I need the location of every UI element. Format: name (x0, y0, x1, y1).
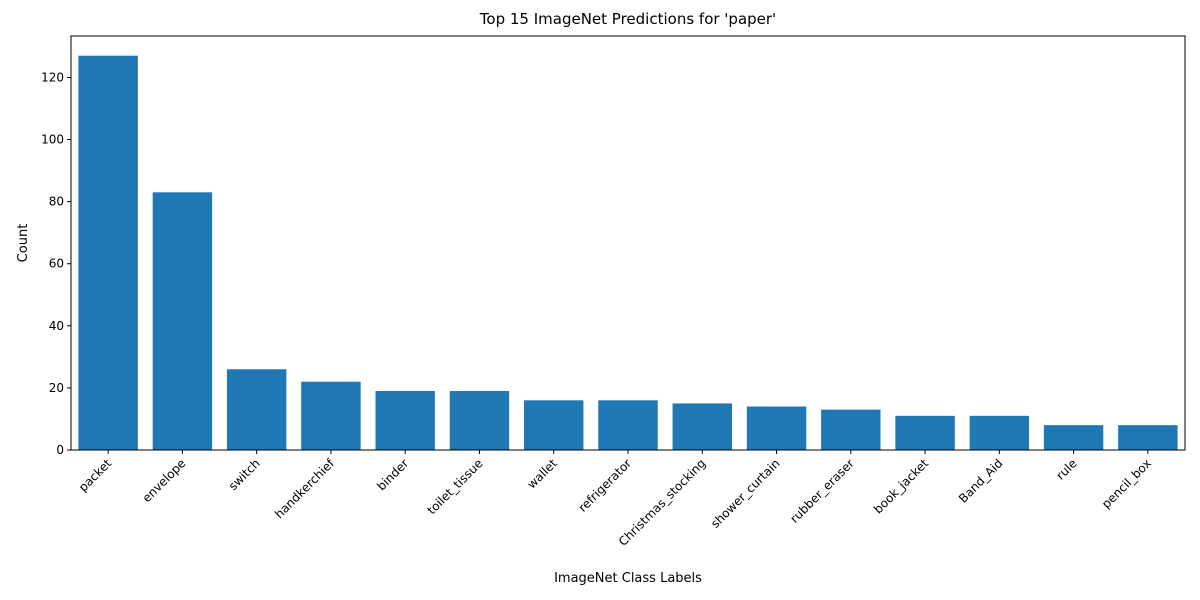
bar (1043, 425, 1104, 450)
y-tick-label: 40 (49, 319, 64, 333)
bar (226, 369, 287, 450)
y-tick-label: 0 (56, 443, 64, 457)
bar (152, 192, 213, 451)
chart-title: Top 15 ImageNet Predictions for 'paper' (479, 10, 776, 28)
bar (895, 415, 955, 450)
bar (1118, 425, 1178, 450)
bar (449, 391, 510, 450)
bar (746, 406, 807, 450)
bar (301, 381, 361, 450)
bar (375, 391, 435, 450)
bars (78, 55, 1178, 451)
plot-frame (70, 35, 1186, 451)
y-tick-label: 20 (49, 381, 64, 395)
bar (969, 415, 1030, 450)
bar (78, 55, 138, 450)
bar (524, 400, 584, 450)
bar (672, 403, 732, 450)
y-tick-label: 80 (49, 195, 64, 209)
y-axis-ticks: 0 20 40 60 80 100 120 (41, 70, 71, 457)
bar (598, 400, 658, 450)
y-tick-label: 100 (41, 133, 64, 147)
bar (821, 409, 881, 450)
x-axis-label: ImageNet Class Labels (554, 571, 702, 586)
y-axis-label: Count (16, 224, 31, 263)
y-tick-label: 60 (49, 257, 64, 271)
y-tick-label: 120 (41, 70, 64, 84)
